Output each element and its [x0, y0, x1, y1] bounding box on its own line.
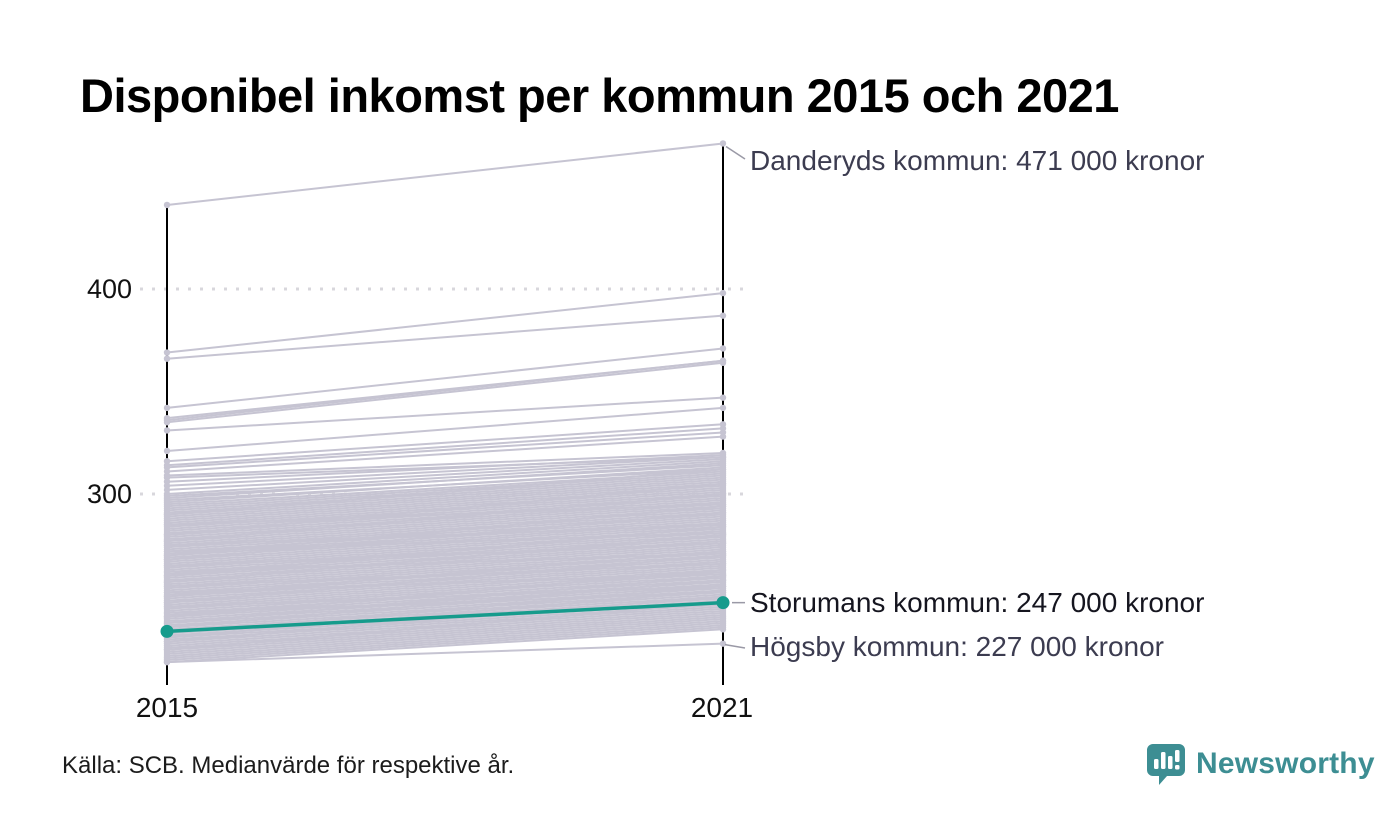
x-axis-tick-2021: 2021: [690, 692, 754, 723]
y-axis-tick-400: 400: [86, 274, 132, 304]
y-axis-tick-300: 300: [86, 479, 132, 509]
bar-chart-speech-bubble-icon: [1147, 744, 1185, 785]
annotation-hogsby: Högsby kommun: 227 000 kronor: [750, 631, 1164, 662]
source-note: Källa: SCB. Medianvärde för respektive å…: [62, 752, 515, 779]
newsworthy-wordmark: Newsworthy: [1196, 747, 1375, 780]
x-axis-tick-2015: 2015: [135, 692, 199, 723]
annotation-storuman: Storumans kommun: 247 000 kronor: [750, 587, 1205, 618]
newsworthy-logo: Newsworthy: [1146, 740, 1375, 788]
annotation-danderyd: Danderyds kommun: 471 000 kronor: [750, 145, 1205, 176]
page-title: Disponibel inkomst per kommun 2015 och 2…: [80, 69, 1119, 122]
